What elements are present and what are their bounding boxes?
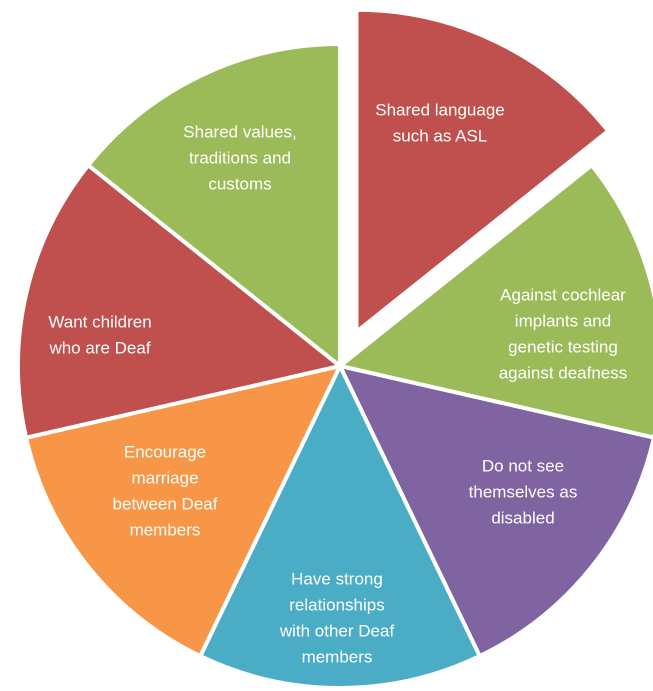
segment-label: Want children: [48, 312, 151, 331]
segment: [86, 42, 342, 368]
segment: [16, 163, 342, 440]
segment: [24, 364, 342, 659]
segment: [338, 163, 653, 440]
segment-label: with other Deaf: [279, 621, 395, 640]
segment-label: Shared language: [375, 100, 505, 119]
segment-label: themselves as: [469, 482, 578, 501]
segment-label: against deafness: [499, 363, 628, 382]
segment-label: genetic testing: [508, 337, 618, 356]
segment-label: implants and: [515, 311, 611, 330]
segment-label: Have strong: [291, 569, 383, 588]
segment-label: such as ASL: [393, 126, 488, 145]
segment-label: Do not see: [482, 456, 564, 475]
segment-label: relationships: [289, 595, 384, 614]
segment-label: Encourage: [124, 442, 206, 461]
segment-label: customs: [208, 174, 271, 193]
segment-label: Against cochlear: [500, 285, 626, 304]
segment-label: members: [302, 647, 373, 666]
segment: [354, 7, 611, 334]
segment-label: traditions and: [189, 148, 291, 167]
segment-label: who are Deaf: [48, 338, 150, 357]
segment-label: between Deaf: [113, 494, 218, 513]
segment-label: marriage: [131, 468, 198, 487]
segment: [338, 364, 653, 659]
segment-label: disabled: [491, 508, 554, 527]
segment-label: Shared values,: [183, 122, 296, 141]
segment: [198, 364, 482, 690]
segment-label: members: [130, 520, 201, 539]
